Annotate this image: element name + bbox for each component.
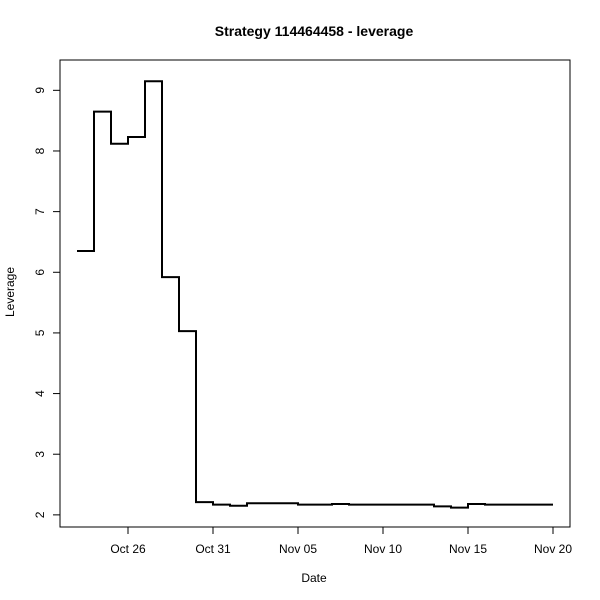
- y-tick-label: 9: [33, 87, 47, 94]
- y-tick-label: 6: [33, 269, 47, 276]
- y-tick-label: 7: [33, 208, 47, 215]
- x-tick-label: Nov 10: [364, 542, 402, 556]
- y-tick-label: 5: [33, 329, 47, 336]
- y-tick-label: 2: [33, 511, 47, 518]
- chart-title: Strategy 114464458 - leverage: [215, 23, 414, 39]
- x-tick-label: Oct 26: [110, 542, 146, 556]
- x-tick-label: Nov 05: [279, 542, 317, 556]
- y-tick-label: 8: [33, 147, 47, 154]
- y-axis: 2 3 4 5 6 7 8 9: [33, 87, 60, 518]
- plot-frame: [59, 59, 571, 528]
- x-axis-label: Date: [301, 571, 327, 585]
- x-tick-label: Oct 31: [195, 542, 231, 556]
- leverage-series-line: [77, 80, 553, 509]
- y-tick-label: 3: [33, 451, 47, 458]
- y-axis-label: Leverage: [3, 267, 17, 317]
- x-tick-label: Nov 20: [534, 542, 572, 556]
- y-tick-label: 4: [33, 390, 47, 397]
- x-axis: Oct 26 Oct 31 Nov 05 Nov 10 Nov 15 Nov 20: [110, 527, 572, 556]
- x-tick-label: Nov 15: [449, 542, 487, 556]
